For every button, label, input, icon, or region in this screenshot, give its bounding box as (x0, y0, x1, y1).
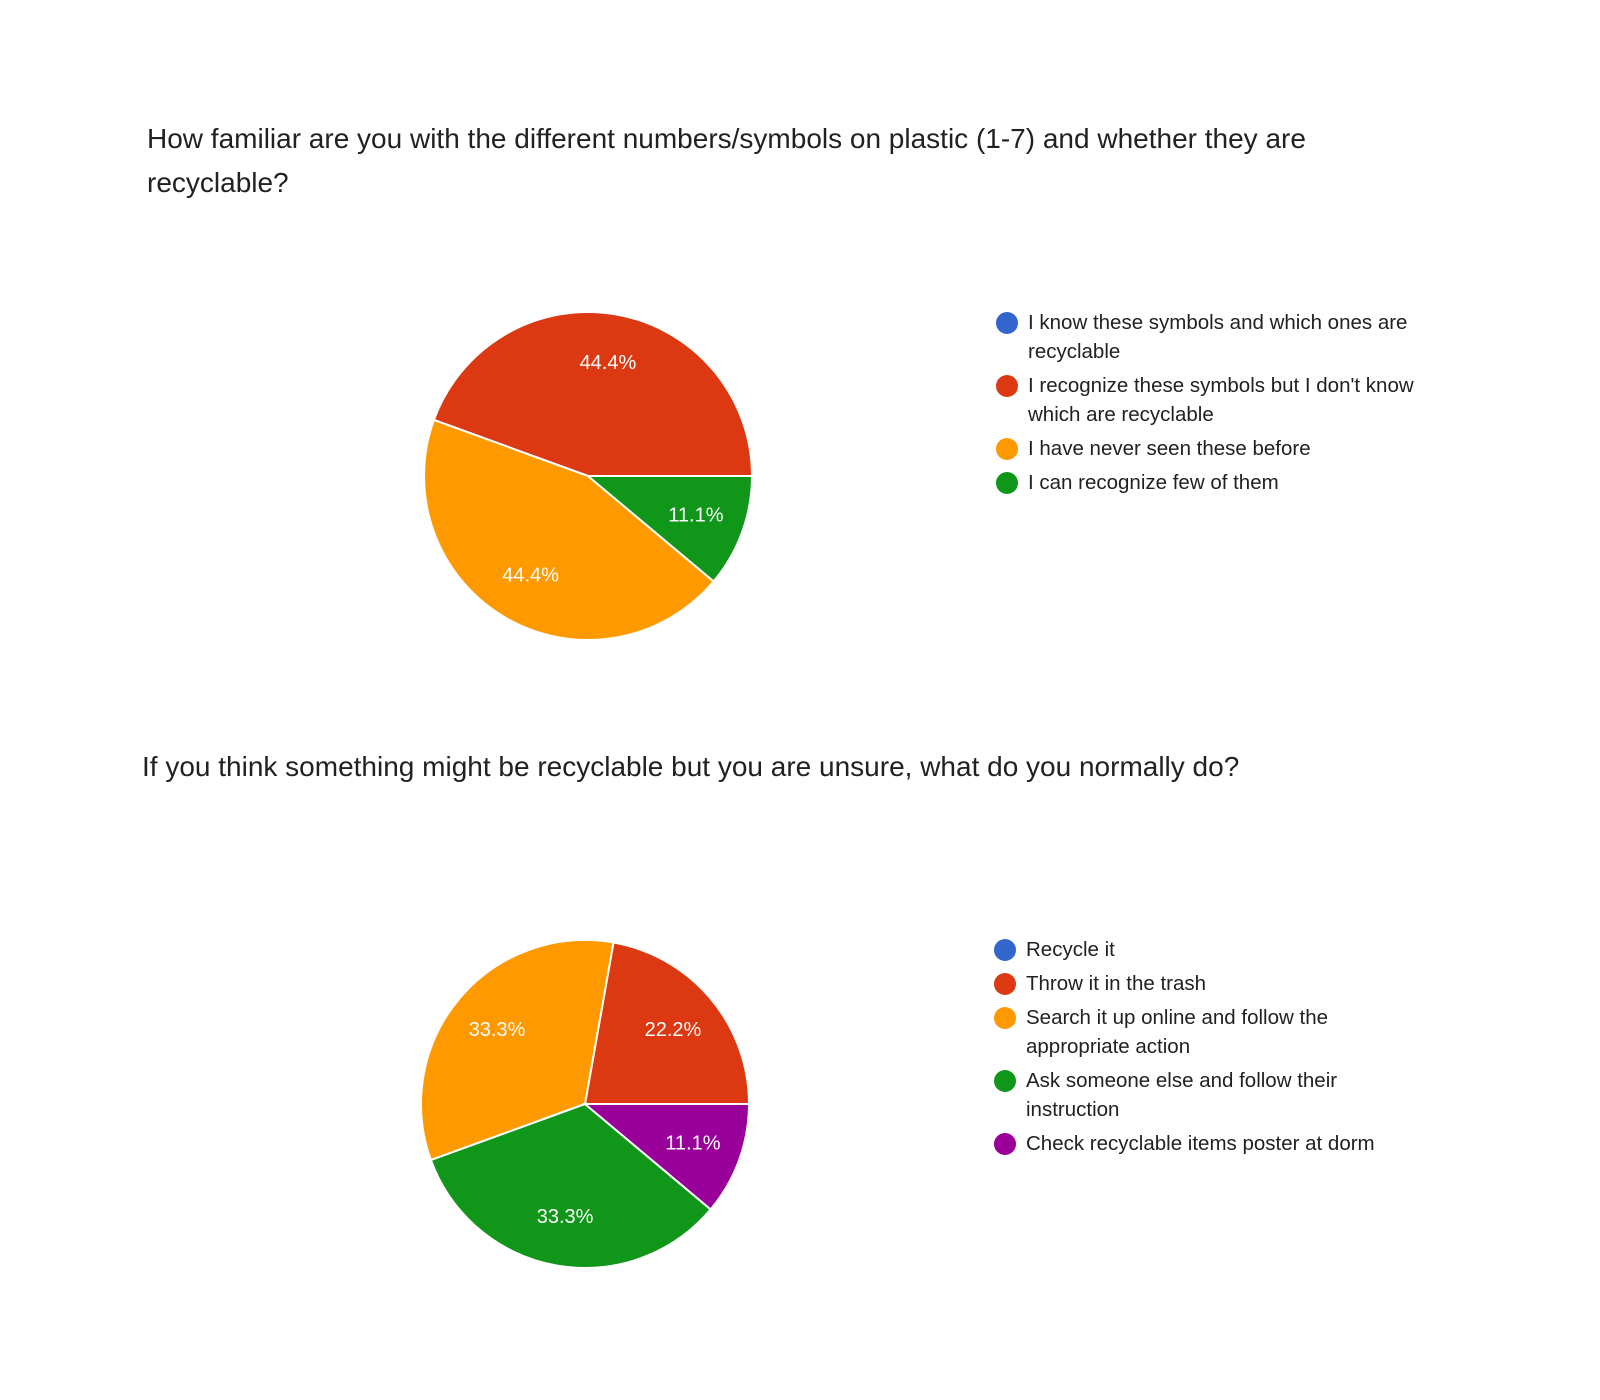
chart-1-pie: 44.4% 44.4% 11.1% (423, 311, 754, 641)
chart-2-title: If you think something might be recyclab… (142, 751, 1240, 782)
chart-1: How familiar are you with the different … (147, 123, 1426, 641)
chart-1-title: How familiar are you with the different … (147, 123, 1306, 198)
legend-item: Search it up online and follow the appro… (994, 1003, 1424, 1061)
pie-slice (583, 941, 751, 1105)
legend-label: I can recognize few of them (1028, 471, 1279, 494)
pie-slice (582, 1103, 751, 1211)
pie-slice (420, 939, 615, 1162)
chart-2-pie: 22.2% 33.3% 33.3% 11.1% (420, 939, 751, 1269)
chart-1-legend: I know these symbols and which ones are … (996, 308, 1426, 502)
pie-slice (423, 418, 716, 641)
legend-item: I have never seen these before (996, 434, 1426, 463)
legend-swatch (994, 1133, 1016, 1155)
legend-item: Recycle it (994, 935, 1424, 964)
slice-data-label: 33.3% (469, 1019, 526, 1041)
pie-slice (429, 1102, 713, 1269)
legend-label: Recycle it (1026, 938, 1115, 961)
pie-slice (585, 475, 754, 583)
legend-item: I know these symbols and which ones are … (996, 308, 1426, 366)
legend-item: Ask someone else and follow their instru… (994, 1066, 1424, 1124)
legend-label: Check recyclable items poster at dorm (1026, 1132, 1375, 1155)
legend-swatch (996, 375, 1018, 397)
legend-swatch (996, 472, 1018, 494)
slice-data-label: 11.1% (665, 1132, 720, 1154)
pie-slice (432, 311, 754, 477)
legend-label: Search it up online and follow the appro… (1026, 1006, 1329, 1058)
legend-swatch (994, 1007, 1016, 1029)
slice-data-label: 11.1% (668, 504, 723, 526)
slice-data-label: 44.4% (502, 564, 559, 586)
legend-item: I can recognize few of them (996, 468, 1426, 497)
legend-label: I recognize these symbols but I don't kn… (1028, 374, 1414, 426)
legend-item: I recognize these symbols but I don't kn… (996, 371, 1426, 429)
legend-label: I have never seen these before (1028, 437, 1311, 460)
slice-data-label: 33.3% (537, 1206, 594, 1228)
legend-label: Ask someone else and follow their instru… (1026, 1069, 1338, 1121)
legend-swatch (994, 939, 1016, 961)
chart-2-legend: Recycle it Throw it in the trash Search it… (994, 935, 1424, 1163)
legend-swatch (996, 438, 1018, 460)
slice-data-label: 22.2% (645, 1019, 702, 1041)
slice-data-label: 44.4% (580, 352, 637, 374)
legend-swatch (994, 973, 1016, 995)
legend-label: Throw it in the trash (1026, 972, 1207, 995)
legend-item: Check recyclable items poster at dorm (994, 1129, 1424, 1158)
legend-swatch (996, 312, 1018, 334)
legend-swatch (994, 1070, 1016, 1092)
legend-label: I know these symbols and which ones are … (1028, 311, 1408, 363)
legend-item: Throw it in the trash (994, 969, 1424, 998)
